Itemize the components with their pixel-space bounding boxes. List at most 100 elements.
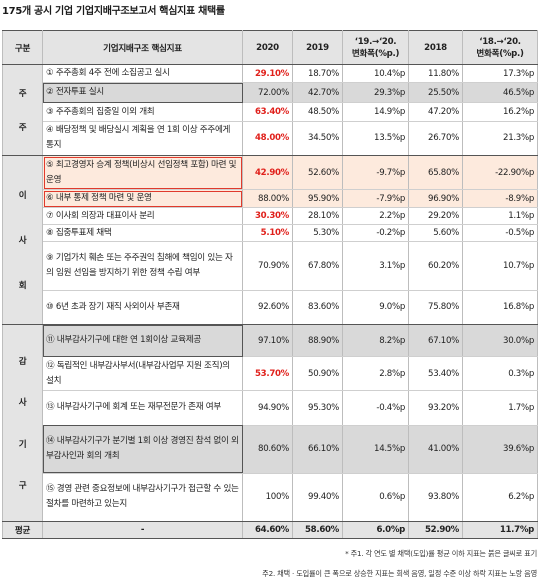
value-2018: 41.00% — [408, 425, 463, 474]
footnote-1: * 주1. 각 연도 별 채택(도입)률 평균 이하 지표는 붉은 글씨로 표기 — [345, 549, 537, 558]
change-18-20: 1.7%p — [462, 390, 538, 426]
average-2018: 52.90% — [408, 521, 463, 539]
table-row: ⑮ 경영 관련 중요정보에 내부감사기구가 접근할 수 있는 절차를 마련하고 … — [3, 473, 538, 523]
value-2018: 67.10% — [408, 324, 463, 358]
change-18-20: 0.3%p — [462, 356, 538, 392]
value-2018: 65.80% — [408, 155, 463, 191]
change-19-20: -7.9%p — [342, 189, 409, 209]
value-2020: 94.90% — [242, 390, 293, 426]
indicator-cell: ② 전자투표 실시 — [42, 82, 243, 104]
change-18-20: 30.0%p — [462, 324, 538, 358]
value-2019: 5.30% — [292, 224, 343, 243]
value-2020: 5.10% — [242, 224, 293, 243]
change-19-20: 13.5%p — [342, 121, 409, 157]
table-row: ⑧ 집중투표제 채택 5.10% 5.30% -0.2%p 5.60% -0.5… — [3, 224, 538, 243]
value-2019: 88.90% — [292, 324, 343, 358]
value-2019: 48.50% — [292, 102, 343, 122]
change-19-20: 29.3%p — [342, 82, 409, 104]
indicator-cell: ⑪ 내부감사기구에 대한 연 1회이상 교육제공 — [42, 324, 243, 358]
indicator-cell: ⑮ 경영 관련 중요정보에 내부감사기구가 접근할 수 있는 절차를 마련하고 … — [42, 473, 243, 523]
change-19-20: 2.8%p — [342, 356, 409, 392]
header-row: 구분 기업지배구조 핵심지표 2020 2019 ‘19.→‘20. 변화폭(%p… — [2, 30, 538, 65]
value-2019: 95.90% — [292, 189, 343, 209]
table-row: ⑨ 기업가치 훼손 또는 주주권익 침해에 책임이 있는 자의 임원 선임을 방… — [3, 241, 538, 291]
value-2020: 48.00% — [242, 121, 293, 157]
change-18-20: 16.2%p — [462, 102, 538, 122]
change-18-20: 21.3%p — [462, 121, 538, 157]
indicator-cell: ④ 배당정책 및 배당실시 계획을 연 1회 이상 주주에게 통지 — [42, 121, 243, 157]
value-2018: 5.60% — [408, 224, 463, 243]
value-2018: 29.20% — [408, 207, 463, 226]
change-19-20: 8.2%p — [342, 324, 409, 358]
table-row: ⑭ 내부감사기구가 분기별 1회 이상 경영진 참석 없이 외부감사인과 회의 … — [3, 425, 538, 474]
value-2019: 99.40% — [292, 473, 343, 523]
value-2020: 30.30% — [242, 207, 293, 226]
indicator-cell: ⑨ 기업가치 훼손 또는 주주권익 침해에 책임이 있는 자의 임원 선임을 방… — [42, 241, 243, 291]
value-2018: 53.40% — [408, 356, 463, 392]
table-row: ④ 배당정책 및 배당실시 계획을 연 1회 이상 주주에게 통지 48.00%… — [3, 121, 538, 157]
change-18-20: 17.3%p — [462, 64, 538, 84]
change-18-20: 16.8%p — [462, 290, 538, 326]
table-row: ③ 주주총회의 집중일 이외 개최 63.40% 48.50% 14.9%p 4… — [3, 102, 538, 122]
change-18-20: -22.90%p — [462, 155, 538, 191]
value-2020: 63.40% — [242, 102, 293, 122]
value-2020: 100% — [242, 473, 293, 523]
value-2019: 66.10% — [292, 425, 343, 474]
header-2018: 2018 — [408, 30, 463, 65]
value-2018: 60.20% — [408, 241, 463, 291]
value-2019: 67.80% — [292, 241, 343, 291]
header-indicator: 기업지배구조 핵심지표 — [42, 30, 243, 65]
average-row: 평균 - 64.60% 58.60% 6.0%p 52.90% 11.7%p — [2, 521, 538, 539]
footnote-2: 주2. 채택 · 도입률이 큰 폭으로 상승한 지표는 회색 음영, 일정 수준… — [262, 569, 537, 578]
table-row: ② 전자투표 실시 72.00% 42.70% 29.3%p 25.50% 46… — [3, 82, 538, 104]
value-2020: 29.10% — [242, 64, 293, 84]
change-19-20: -0.2%p — [342, 224, 409, 243]
average-2020: 64.60% — [242, 521, 293, 539]
value-2020: 92.60% — [242, 290, 293, 326]
change-18-20: 6.2%p — [462, 473, 538, 523]
change-19-20: 14.5%p — [342, 425, 409, 474]
value-2018: 47.20% — [408, 102, 463, 122]
value-2019: 95.30% — [292, 390, 343, 426]
value-2018: 96.90% — [408, 189, 463, 209]
indicator-cell: ⑤ 최고경영자 승계 정책(비상시 선임정책 포함) 마련 및 운영 — [42, 155, 243, 191]
change-19-20: -9.7%p — [342, 155, 409, 191]
indicator-cell: ⑩ 6년 초과 장기 재직 사외이사 부존재 — [42, 290, 243, 326]
change-18-20: 46.5%p — [462, 82, 538, 104]
value-2018: 93.80% — [408, 473, 463, 523]
value-2020: 72.00% — [242, 82, 293, 104]
change-18-20: -8.9%p — [462, 189, 538, 209]
indicator-cell: ⑦ 이사회 의장과 대표이사 분리 — [42, 207, 243, 226]
value-2019: 28.10% — [292, 207, 343, 226]
value-2018: 26.70% — [408, 121, 463, 157]
value-2018: 75.80% — [408, 290, 463, 326]
change-19-20: 14.9%p — [342, 102, 409, 122]
change-19-20: 10.4%p — [342, 64, 409, 84]
value-2020: 97.10% — [242, 324, 293, 358]
table-row: ⑥ 내부 통제 정책 마련 및 운영 88.00% 95.90% -7.9%p … — [3, 189, 538, 209]
average-2019: 58.60% — [292, 521, 343, 539]
indicator-cell: ① 주주총회 4주 전에 소집공고 실시 — [42, 64, 243, 84]
change-18-20: -0.5%p — [462, 224, 538, 243]
page-title: 175개 공시 기업 기업지배구조보고서 핵심지표 채택률 — [2, 6, 225, 17]
value-2020: 70.90% — [242, 241, 293, 291]
governance-table: 구분 기업지배구조 핵심지표 2020 2019 ‘19.→‘20. 변화폭(%p… — [2, 30, 538, 539]
value-2018: 25.50% — [408, 82, 463, 104]
value-2019: 34.50% — [292, 121, 343, 157]
indicator-cell: ⑥ 내부 통제 정책 마련 및 운영 — [42, 189, 243, 209]
header-change-19-20: ‘19.→‘20. 변화폭(%p.) — [342, 30, 409, 65]
table-row: ⑦ 이사회 의장과 대표이사 분리 30.30% 28.10% 2.2%p 29… — [3, 207, 538, 226]
value-2020: 88.00% — [242, 189, 293, 209]
change-19-20: 9.0%p — [342, 290, 409, 326]
average-label: 평균 — [2, 521, 43, 539]
indicator-cell: ⑫ 독립적인 내부감사부서(내부감사업무 지원 조직)의 설치 — [42, 356, 243, 392]
value-2019: 83.60% — [292, 290, 343, 326]
table-row: ⑩ 6년 초과 장기 재직 사외이사 부존재 92.60% 83.60% 9.0… — [3, 290, 538, 326]
value-2020: 80.60% — [242, 425, 293, 474]
change-19-20: -0.4%p — [342, 390, 409, 426]
average-indicator: - — [42, 521, 243, 539]
